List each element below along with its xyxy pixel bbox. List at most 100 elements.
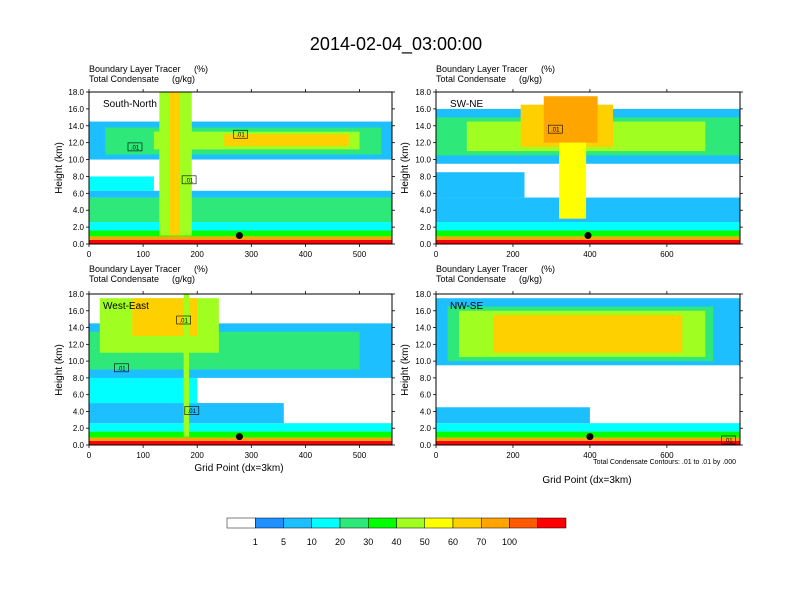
- panel-title-unit1: (%): [194, 264, 208, 274]
- y-tick-label: 18.0: [415, 88, 431, 97]
- y-tick-label: 16.0: [415, 307, 431, 316]
- panel-title-unit1: (%): [541, 64, 555, 74]
- contour-label: .01: [180, 319, 189, 325]
- plot-frame: [88, 293, 393, 446]
- y-tick-label: 8.0: [73, 172, 85, 181]
- y-tick-label: 2.0: [420, 223, 432, 232]
- x-tick-label: 0: [434, 451, 439, 460]
- y-tick-label: 2.0: [420, 424, 432, 433]
- y-tick-label: 10.0: [415, 156, 431, 165]
- heatmap-cell: [89, 423, 392, 432]
- x-tick-label: 100: [136, 451, 150, 460]
- colorbar-label: 40: [391, 537, 401, 547]
- x-tick-label: 100: [136, 250, 150, 259]
- heatmap-cell: [169, 92, 180, 236]
- contour-label: .01: [131, 145, 140, 151]
- panel-label: West-East: [103, 301, 149, 312]
- colorbar-swatch: [424, 517, 454, 529]
- colorbar: 1 5 10 20 30 40 50 60 70 100: [226, 517, 567, 547]
- panel-label: SW-NE: [450, 99, 483, 110]
- heatmap-cell: [89, 222, 392, 231]
- x-tick-label: 200: [506, 451, 520, 460]
- x-tick-label: 300: [245, 451, 259, 460]
- plot-area: .01 .01 .01: [89, 92, 392, 244]
- location-marker: [584, 232, 592, 240]
- y-tick-label: 16.0: [68, 105, 84, 114]
- heatmap-cell: [89, 440, 392, 445]
- panel-nw-se: Boundary Layer Tracer (%) Total Condensa…: [400, 264, 743, 486]
- colorbar-swatch: [509, 517, 538, 529]
- plot-frame: [435, 293, 741, 446]
- heatmap-cell: [436, 440, 740, 445]
- x-tick-label: 200: [506, 250, 520, 259]
- y-tick-label: 14.0: [415, 122, 431, 131]
- x-axis-label: Grid Point (dx=3km): [194, 463, 283, 474]
- plot-frame: [435, 91, 741, 245]
- y-tick-label: 6.0: [420, 189, 432, 198]
- panel-title-line1: Boundary Layer Tracer: [436, 64, 528, 74]
- heatmap-cell: [224, 134, 349, 147]
- y-tick-label: 12.0: [415, 139, 431, 148]
- y-tick-label: 4.0: [420, 206, 432, 215]
- colorbar-label: 100: [502, 537, 517, 547]
- y-tick-label: 14.0: [68, 122, 84, 131]
- heatmap-cell: [436, 407, 590, 424]
- heatmap-cell: [436, 172, 525, 198]
- y-tick-label: 8.0: [420, 172, 432, 181]
- colorbar-swatch: [481, 517, 510, 529]
- x-tick-label: 0: [434, 250, 439, 259]
- y-axis-label: Height (km): [400, 142, 411, 194]
- panel-south-north: Boundary Layer Tracer (%) Total Condensa…: [54, 64, 395, 259]
- panel-title-unit2: (g/kg): [172, 74, 195, 84]
- colorbar-swatch: [368, 517, 397, 529]
- panel-title-line1: Boundary Layer Tracer: [89, 264, 181, 274]
- contour-label-box: [181, 175, 197, 185]
- colorbar-label: 70: [476, 537, 486, 547]
- y-tick-label: 18.0: [68, 290, 84, 299]
- colorbar-swatch: [255, 517, 284, 529]
- heatmap-cell: [89, 176, 154, 191]
- y-tick-label: 14.0: [68, 324, 84, 333]
- colorbar-label: 30: [363, 537, 373, 547]
- panel-title-unit1: (%): [541, 264, 555, 274]
- y-tick-label: 10.0: [68, 156, 84, 165]
- panel-title-unit2: (g/kg): [519, 74, 542, 84]
- plot-area: .01: [436, 92, 740, 244]
- location-marker: [586, 433, 594, 441]
- panel-sw-ne: Boundary Layer Tracer (%) Total Condensa…: [400, 64, 743, 259]
- contour-note: Total Condensate Contours: .01 to .01 by…: [593, 459, 736, 466]
- contour-label-box: [127, 142, 143, 152]
- y-tick-label: 4.0: [73, 206, 85, 215]
- heatmap-cell: [436, 197, 740, 223]
- colorbar-label: 60: [448, 537, 458, 547]
- y-tick-label: 14.0: [415, 324, 431, 333]
- contour-label: .01: [188, 409, 197, 415]
- x-tick-label: 300: [245, 250, 259, 259]
- heatmap-cell: [89, 197, 392, 223]
- contour-label-box: [233, 129, 248, 139]
- contour-label: .01: [117, 366, 126, 372]
- contour-label-box: [184, 406, 200, 415]
- y-tick-label: 10.0: [68, 357, 84, 366]
- contour-label-box: [721, 435, 736, 445]
- contour-label: .01: [724, 438, 733, 444]
- y-tick-label: 12.0: [68, 340, 84, 349]
- panel-label: NW-SE: [450, 301, 483, 312]
- heatmap-cell: [89, 190, 392, 198]
- heatmap-cell: [436, 222, 740, 231]
- y-axis-label: Height (km): [400, 344, 411, 396]
- heatmap-cell: [559, 142, 587, 219]
- colorbar-swatch: [226, 517, 256, 529]
- contour-label-box: [547, 124, 563, 134]
- panel-west-east: Boundary Layer Tracer (%) Total Condensa…: [54, 264, 395, 474]
- heatmap-cell: [493, 314, 683, 353]
- heatmap-cell: [183, 294, 190, 437]
- x-axis-label: Grid Point (dx=3km): [542, 475, 631, 486]
- colorbar-swatch: [311, 517, 341, 529]
- x-tick-label: 600: [660, 250, 674, 259]
- panel-title-line1: Boundary Layer Tracer: [436, 264, 528, 274]
- colorbar-label: 20: [335, 537, 345, 547]
- colorbar-swatch: [452, 517, 482, 529]
- y-tick-label: 8.0: [73, 374, 85, 383]
